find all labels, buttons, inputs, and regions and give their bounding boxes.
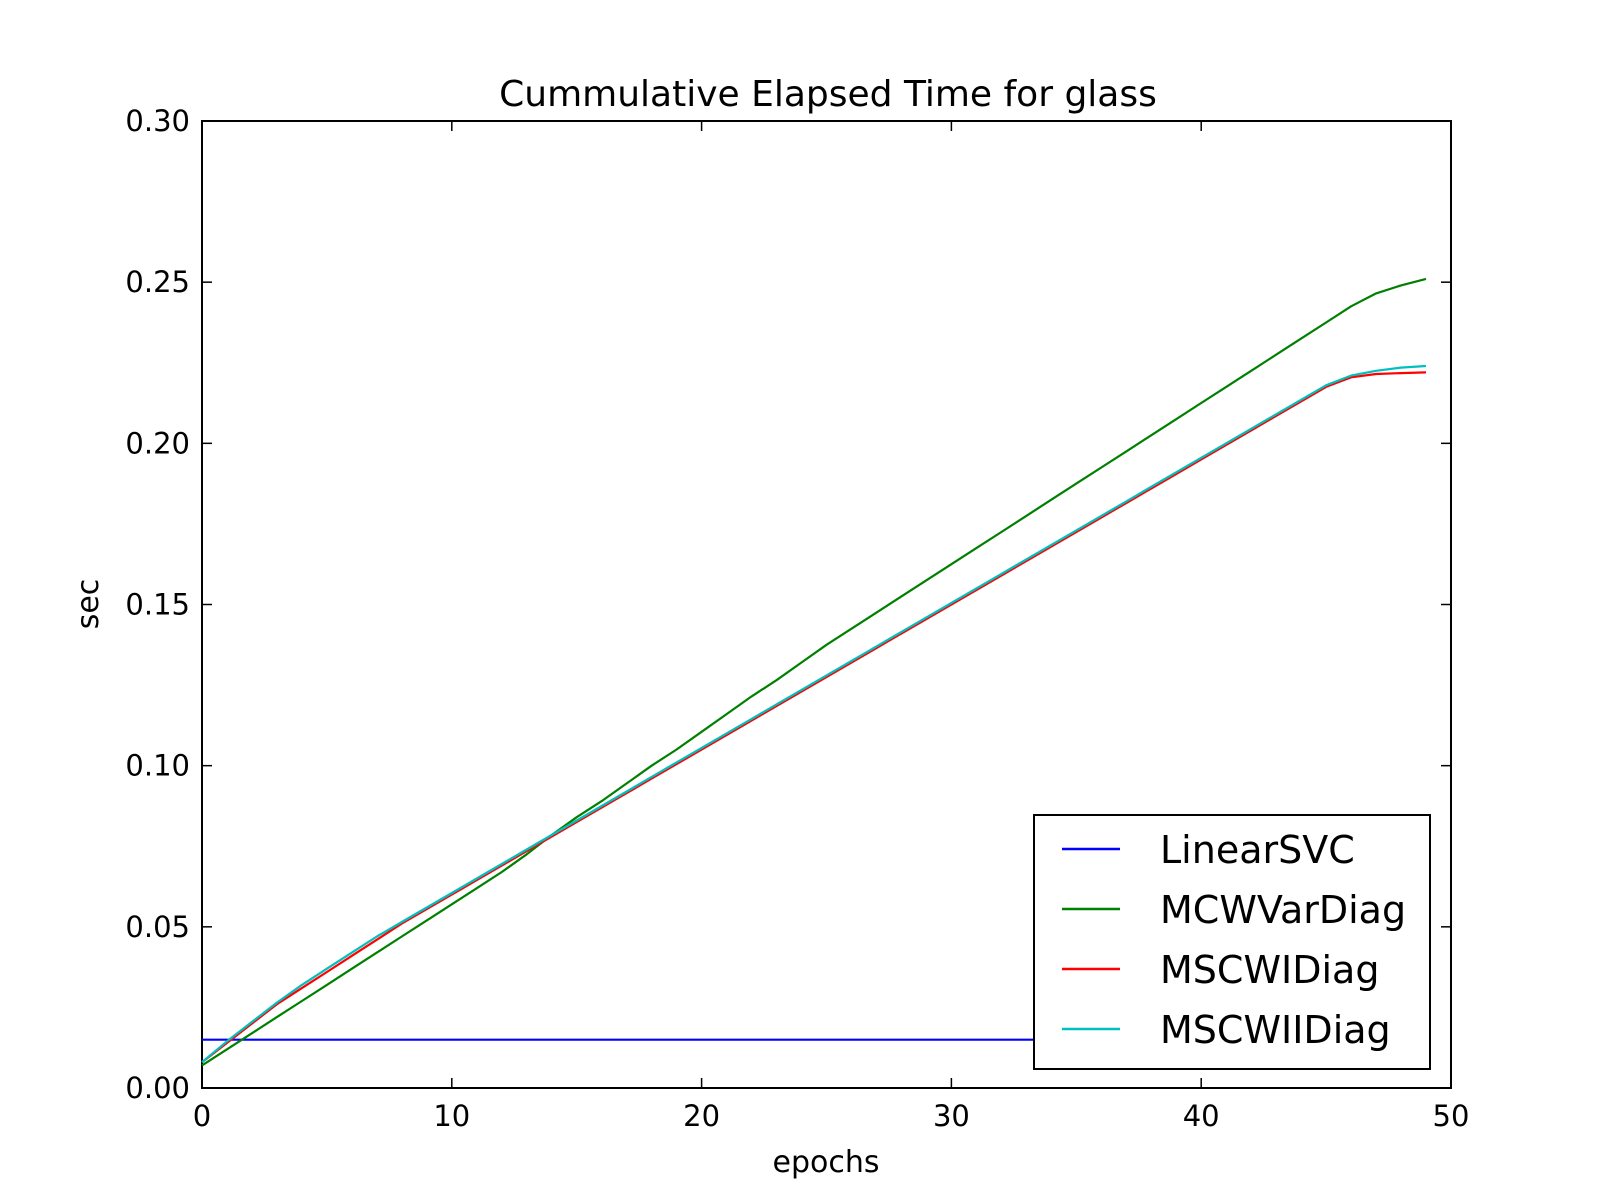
series-line-mcwvardiag	[201, 277, 1427, 1067]
series-line-mscwidiag	[201, 371, 1427, 1064]
legend-box	[1033, 814, 1431, 1070]
y-tick-label: 0.10	[125, 749, 190, 783]
y-tick-label: 0.00	[125, 1071, 190, 1105]
y-tick-label: 0.30	[125, 104, 190, 138]
legend: LinearSVC MCWVarDiag MSCWIDiag MSCWIIDiag	[1033, 814, 1431, 1070]
legend-label-mscwiidiag: MSCWIIDiag	[1160, 1008, 1391, 1052]
legend-label-mcwvardiag: MCWVarDiag	[1160, 888, 1406, 932]
legend-label-linearsvc: LinearSVC	[1160, 828, 1355, 872]
y-tick-label: 0.05	[125, 910, 190, 944]
x-tick-label: 50	[1433, 1099, 1470, 1133]
x-tick-label: 40	[1183, 1099, 1220, 1133]
legend-items: LinearSVC MCWVarDiag MSCWIDiag MSCWIIDiag	[1062, 828, 1406, 1052]
y-tick-label: 0.25	[125, 265, 190, 299]
x-tick-label: 20	[683, 1099, 720, 1133]
chart-title: Cummulative Elapsed Time for glass	[499, 74, 1157, 115]
y-axis-label: sec	[71, 579, 106, 630]
series-line-mscwiidiag	[201, 364, 1427, 1064]
legend-label-mscwidiag: MSCWIDiag	[1160, 948, 1379, 992]
x-tick-label: 10	[433, 1099, 470, 1133]
y-tick-label: 0.15	[125, 588, 190, 622]
x-axis-label: epochs	[773, 1145, 880, 1180]
x-tick-label: 30	[933, 1099, 970, 1133]
y-tick-label: 0.20	[125, 426, 190, 460]
axis-ticks: 0 10 20 30 40 50 0.00 0.05 0.10 0.15 0.20 0.25 0.30	[125, 104, 1469, 1133]
x-tick-label: 0	[193, 1099, 211, 1133]
